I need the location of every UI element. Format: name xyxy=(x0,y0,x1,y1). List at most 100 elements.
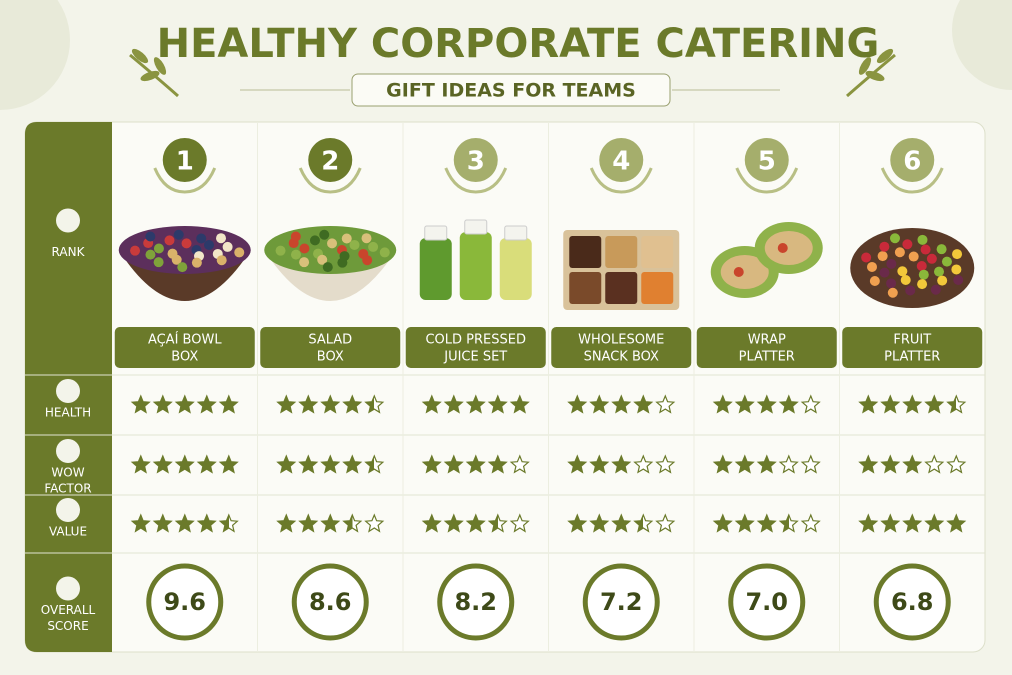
rank-number: 2 xyxy=(321,147,339,177)
compartment xyxy=(641,236,674,268)
laurel xyxy=(880,167,944,194)
food-bit xyxy=(341,233,352,244)
food-bit xyxy=(920,244,931,255)
star xyxy=(320,394,341,414)
food-bit xyxy=(153,257,164,268)
food-bit xyxy=(196,233,207,244)
bottle xyxy=(499,238,532,300)
star xyxy=(611,394,632,414)
star xyxy=(276,454,297,474)
item-column: 5 WRAP PLATTER 7.0 xyxy=(696,138,837,641)
star xyxy=(364,454,385,474)
score-ring xyxy=(437,563,515,641)
row-icon xyxy=(56,498,80,522)
food-bit xyxy=(894,247,905,258)
rank-number: 1 xyxy=(176,147,194,177)
item-name: WRAP xyxy=(748,333,786,348)
name-label xyxy=(842,327,983,368)
food-bit xyxy=(203,239,214,250)
item-name: FRUIT xyxy=(893,333,931,348)
star xyxy=(655,394,676,414)
food-bit xyxy=(879,267,890,278)
star-rating xyxy=(421,454,530,474)
star xyxy=(487,513,508,533)
star xyxy=(509,513,530,533)
row-label: VALUE xyxy=(49,525,87,539)
star xyxy=(465,394,486,414)
star-rating xyxy=(130,513,239,533)
star-rating xyxy=(567,394,676,414)
star xyxy=(465,454,486,474)
star-rating xyxy=(567,454,676,474)
food-bit xyxy=(361,233,372,244)
food-bit xyxy=(234,247,245,258)
subtitle: GIFT IDEAS FOR TEAMS xyxy=(386,80,636,102)
item-column: 4 WHOLESOME SNACK BOX 7.2 xyxy=(551,138,692,641)
star xyxy=(298,454,319,474)
star xyxy=(655,454,676,474)
compartment xyxy=(569,272,602,304)
star xyxy=(443,513,464,533)
star-rating xyxy=(858,513,967,533)
item-name: PLATTER xyxy=(739,350,795,365)
food-bit xyxy=(930,284,941,295)
star xyxy=(633,454,654,474)
food-bit xyxy=(887,287,898,298)
food-bit xyxy=(327,238,338,249)
food-bit xyxy=(869,275,880,286)
star xyxy=(342,513,363,533)
star xyxy=(800,394,821,414)
compartment xyxy=(641,272,674,304)
star xyxy=(509,394,530,414)
rank-number: 5 xyxy=(758,147,776,177)
star xyxy=(734,394,755,414)
wrap-bit xyxy=(777,243,788,253)
star xyxy=(320,454,341,474)
item-column: 6 FRUIT PLATTER 6.8 xyxy=(842,138,983,641)
food-bit xyxy=(905,285,916,296)
star xyxy=(130,454,151,474)
food-bit xyxy=(952,249,963,260)
food-bit xyxy=(897,266,908,277)
food-bit xyxy=(309,235,320,246)
star xyxy=(778,394,799,414)
item-name: PLATTER xyxy=(884,350,940,365)
star xyxy=(276,394,297,414)
food-bit xyxy=(951,264,962,275)
overall-score: 9.6 xyxy=(163,588,206,616)
food-bit xyxy=(867,261,878,272)
food-bit xyxy=(177,262,188,273)
laurel xyxy=(589,167,653,194)
star xyxy=(487,454,508,474)
compartment xyxy=(569,236,602,268)
score-ring xyxy=(873,563,951,641)
rank-badge xyxy=(890,138,935,182)
star xyxy=(924,394,945,414)
food-bit xyxy=(908,251,919,262)
food-bit xyxy=(216,233,227,244)
food-bit xyxy=(349,239,360,250)
star xyxy=(858,454,879,474)
star xyxy=(509,454,530,474)
overall-score: 8.2 xyxy=(454,588,497,616)
wrap-fill xyxy=(720,255,769,289)
item-name: BOX xyxy=(317,350,344,365)
wrap-bit xyxy=(733,267,744,277)
row-icon xyxy=(56,576,80,601)
star xyxy=(880,394,901,414)
food-bit xyxy=(337,257,348,268)
star xyxy=(465,513,486,533)
cap xyxy=(504,225,528,241)
star xyxy=(858,394,879,414)
food-bit xyxy=(153,243,164,254)
food-bit xyxy=(879,241,890,252)
food-bit xyxy=(937,275,948,286)
star xyxy=(218,394,239,414)
star-rating xyxy=(130,394,239,414)
star xyxy=(342,394,363,414)
star xyxy=(196,513,217,533)
food-bit xyxy=(916,261,927,271)
food-bit xyxy=(319,229,330,240)
